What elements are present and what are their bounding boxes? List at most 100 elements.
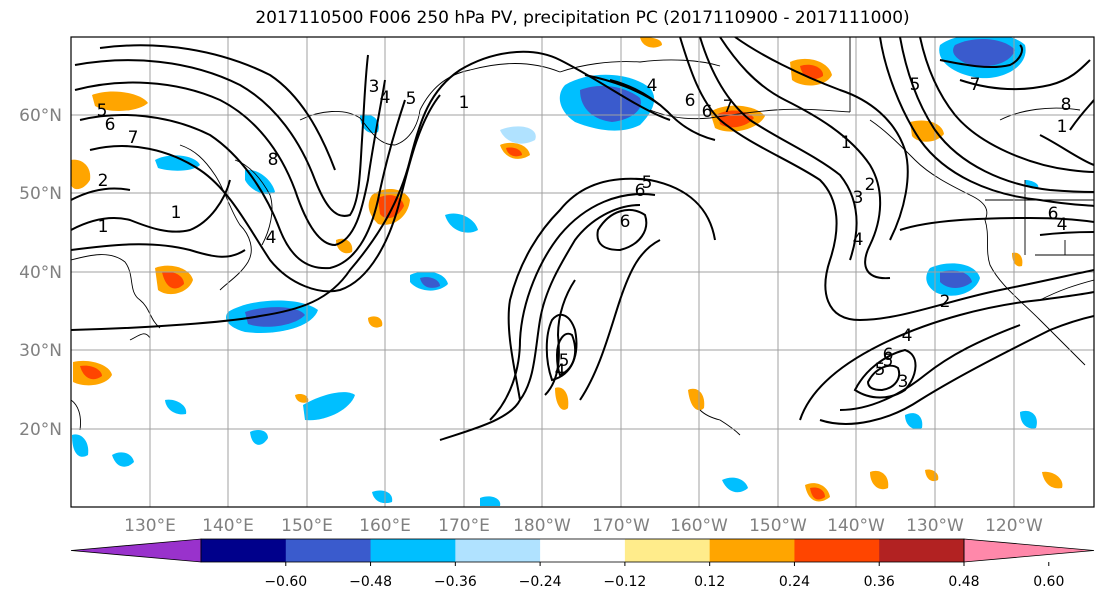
coastline — [129, 333, 151, 341]
precip-blob — [1020, 410, 1037, 429]
pv-contour — [579, 239, 661, 401]
latitude-label: 50°N — [19, 184, 62, 204]
precip-blob — [445, 213, 478, 233]
colorbar-tick-label: −0.36 — [434, 574, 477, 590]
precip-blob — [112, 452, 134, 467]
colorbar-segment — [879, 539, 965, 562]
coastline — [999, 107, 1081, 121]
precip-blob — [80, 365, 102, 380]
pv-contour — [879, 37, 1094, 207]
contour-label: 6 — [702, 102, 713, 122]
colorbar-tick-label: 0.24 — [779, 574, 810, 590]
pv-contour — [609, 79, 716, 141]
graticule — [71, 37, 1094, 507]
precip-blob — [72, 434, 89, 457]
pv-contour — [544, 279, 576, 396]
precip-blob — [1042, 471, 1063, 489]
colorbar-segment — [455, 539, 541, 562]
colorbar-tick-label: −0.12 — [603, 574, 646, 590]
map-frame — [70, 36, 1095, 508]
longitude-label: 120°W — [985, 516, 1043, 536]
coastline — [299, 109, 421, 146]
longitude-label: 170°E — [438, 516, 490, 536]
contour-label: 7 — [970, 75, 981, 95]
contour-label: 2 — [865, 175, 876, 195]
colorbar-tick-label: 0.12 — [694, 574, 725, 590]
contour-label: 8 — [268, 150, 279, 170]
contour-label: 1 — [841, 133, 852, 153]
colorbar-tick-label: −0.60 — [264, 574, 307, 590]
precip-blob — [580, 85, 641, 122]
pv-contour — [853, 348, 917, 399]
pv-contour — [1039, 231, 1094, 236]
latitude-label: 60°N — [19, 106, 62, 126]
precip-blob — [905, 413, 923, 430]
map-title: 2017110500 F006 250 hPa PV, precipitatio… — [255, 8, 910, 28]
pv-contour — [899, 216, 1094, 231]
longitude-label: 140°E — [202, 516, 254, 536]
latitude-labels: 60°N 50°N 40°N 30°N 20°N — [19, 106, 62, 440]
pv-contour — [79, 99, 406, 270]
longitude-labels: 130°E 140°E 150°E 160°E 170°E 180°W 170°W 160°W… — [124, 516, 1043, 536]
contour-label: 8 — [1061, 95, 1072, 115]
longitude-label: 150°E — [281, 516, 333, 536]
pv-contour — [555, 332, 577, 377]
contour-label: 1 — [171, 203, 182, 223]
contour-label: 6 — [620, 212, 631, 232]
longitude-label: 140°W — [827, 516, 885, 536]
contour-label: 5 — [875, 360, 886, 380]
longitude-label: 160°W — [670, 516, 728, 536]
contour-label: 5 — [883, 351, 894, 371]
contour-label: 1 — [98, 217, 109, 237]
contour-label: 5 — [642, 173, 653, 193]
pv-contour — [819, 315, 1094, 425]
contour-label: 6 — [1048, 204, 1059, 224]
pv-contour — [519, 204, 641, 401]
precip-blob — [155, 155, 200, 171]
precip-blob — [940, 270, 972, 288]
contour-label: 1 — [1057, 117, 1068, 137]
contour-label: 3 — [853, 188, 864, 208]
contour-label: 3 — [369, 77, 380, 97]
colorbar-segment — [624, 539, 711, 562]
contour-label: 4 — [1057, 215, 1068, 235]
longitude-label: 170°W — [592, 516, 650, 536]
precip-blob — [640, 37, 662, 48]
precip-blob — [420, 277, 440, 288]
contour-label: 5 — [559, 351, 570, 371]
colorbar-extend-high — [963, 538, 1095, 563]
colorbar-tick-label: 0.36 — [864, 574, 895, 590]
pv-contour — [839, 324, 1021, 411]
contour-label: 4 — [647, 76, 658, 96]
longitude-label: 130°W — [906, 516, 964, 536]
contour-label: 5 — [97, 101, 108, 121]
contour-label: 2 — [98, 171, 109, 191]
precip-blob — [92, 91, 148, 112]
pv-contour — [596, 209, 648, 252]
precip-blob — [250, 430, 268, 445]
pv-contour — [919, 37, 1094, 173]
pv-contour — [71, 187, 131, 201]
colorbar-tick-label: −0.24 — [519, 574, 562, 590]
colorbar-tick-label: 0.48 — [948, 574, 979, 590]
colorbar-segment — [794, 539, 880, 562]
precip-blob — [810, 487, 825, 500]
precip-blob — [245, 307, 305, 327]
coastline — [1039, 279, 1094, 301]
pv-contour — [71, 243, 246, 258]
coastline — [869, 119, 1086, 366]
colorbar-extend-low — [70, 538, 202, 563]
precip-blob — [953, 38, 1015, 67]
colorbar-segment — [540, 539, 626, 562]
latitude-label: 20°N — [19, 420, 62, 440]
pv-contour — [89, 94, 441, 293]
pv-contour — [899, 37, 1094, 193]
pv-contour — [699, 37, 858, 261]
precip-blob — [295, 393, 309, 403]
colorbar-segment — [285, 539, 372, 562]
pv-contour — [734, 37, 909, 241]
pv-contour — [439, 177, 716, 441]
longitude-label: 180°W — [513, 516, 571, 536]
